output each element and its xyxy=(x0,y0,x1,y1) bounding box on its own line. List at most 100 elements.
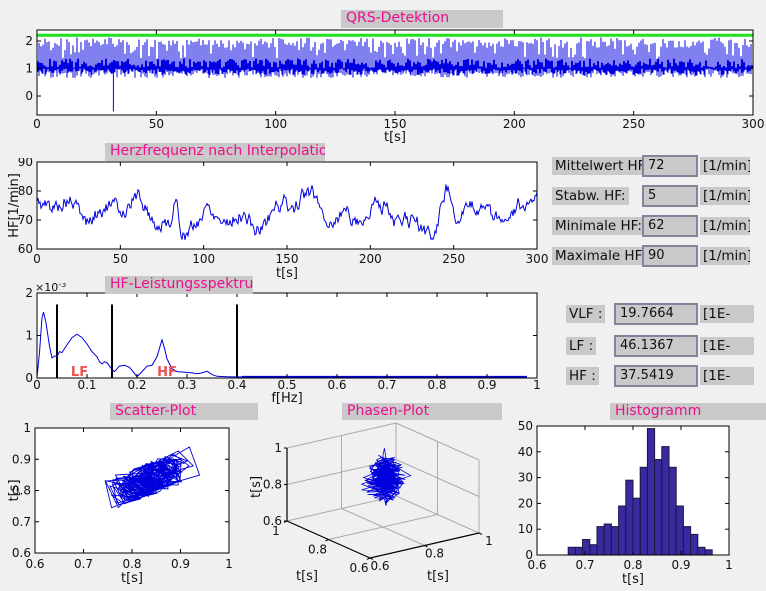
svg-text:150: 150 xyxy=(384,117,407,131)
vlf-power-unit: [1E- xyxy=(700,305,754,323)
svg-text:0.4: 0.4 xyxy=(227,378,246,392)
vlf-power-field[interactable]: 19.7664 xyxy=(614,303,698,325)
phase-plot-title: Phasen-Plot xyxy=(342,403,502,420)
svg-text:f[Hz]: f[Hz] xyxy=(271,391,302,405)
svg-text:0.6: 0.6 xyxy=(349,561,368,575)
svg-text:200: 200 xyxy=(503,117,526,131)
svg-text:0.6: 0.6 xyxy=(263,514,282,528)
svg-text:50: 50 xyxy=(149,117,164,131)
hr-max-label: Maximale HF: xyxy=(552,247,649,265)
svg-text:t[s]: t[s] xyxy=(8,479,22,501)
hr-mean-field[interactable]: 72 xyxy=(642,155,698,177)
hf-power-unit: [1E- xyxy=(700,367,754,385)
hr-std-label: Stabw. HF: xyxy=(552,187,629,205)
svg-text:LF: LF xyxy=(71,365,88,380)
svg-text:300: 300 xyxy=(742,117,765,131)
svg-text:100: 100 xyxy=(264,117,287,131)
hr-mean-unit: [1/min] xyxy=(700,157,750,175)
svg-text:1: 1 xyxy=(23,421,31,435)
svg-text:0.7: 0.7 xyxy=(74,557,93,571)
svg-text:2: 2 xyxy=(25,286,33,300)
svg-text:0.8: 0.8 xyxy=(12,484,31,498)
svg-text:1: 1 xyxy=(274,441,282,455)
lf-power-unit: [1E- xyxy=(700,337,754,355)
svg-text:0.7: 0.7 xyxy=(12,515,31,529)
svg-text:0: 0 xyxy=(33,252,41,266)
svg-text:0.8: 0.8 xyxy=(308,543,327,557)
svg-text:1: 1 xyxy=(25,62,33,76)
hr-std-unit: [1/min] xyxy=(700,187,750,205)
scatter-plot-canvas: 0.6 0.7 0.8 0.9 1 0.6 0.7 0.8 0.9 1 t[s] t[s] xyxy=(8,421,233,586)
svg-text:0.7: 0.7 xyxy=(575,558,594,572)
hr-mean-label: Mittelwert HF: xyxy=(552,157,652,175)
qrs-plot-title: QRS-Detektion xyxy=(341,10,503,28)
svg-text:0.9: 0.9 xyxy=(171,557,190,571)
svg-text:t[s]: t[s] xyxy=(384,130,406,145)
hr-min-unit: [1/min] xyxy=(700,217,750,235)
spectrum-plot-title: HF-Leistungsspektrum xyxy=(105,276,253,294)
svg-text:90: 90 xyxy=(18,158,33,169)
vlf-power-label: VLF : xyxy=(566,305,606,323)
svg-text:0.9: 0.9 xyxy=(477,378,496,392)
svg-text:250: 250 xyxy=(622,117,645,131)
svg-text:0.6: 0.6 xyxy=(527,558,546,572)
svg-text:0.1: 0.1 xyxy=(77,378,96,392)
svg-text:0: 0 xyxy=(525,548,533,562)
svg-text:0.5: 0.5 xyxy=(277,378,296,392)
svg-text:0.8: 0.8 xyxy=(425,547,444,561)
hf-power-label: HF : xyxy=(566,367,599,385)
svg-text:0.6: 0.6 xyxy=(25,557,44,571)
svg-text:0.7: 0.7 xyxy=(377,378,396,392)
svg-text:0.9: 0.9 xyxy=(671,558,690,572)
hr-max-unit: [1/min] xyxy=(700,247,750,265)
svg-text:1: 1 xyxy=(533,378,541,392)
qrs-plot-canvas: 0 50 100 150 200 250 300 0 1 2 t[s] xyxy=(25,29,765,145)
svg-text:0.6: 0.6 xyxy=(370,559,389,573)
svg-text:0.6: 0.6 xyxy=(12,546,31,560)
lf-power-label: LF : xyxy=(566,337,597,355)
svg-text:10: 10 xyxy=(518,522,533,536)
svg-text:×10-3: ×10-3 xyxy=(35,283,66,294)
svg-text:1: 1 xyxy=(225,557,233,571)
svg-text:0.2: 0.2 xyxy=(127,378,146,392)
svg-text:0: 0 xyxy=(25,371,33,385)
svg-text:30: 30 xyxy=(518,471,533,485)
svg-text:20: 20 xyxy=(518,496,533,510)
svg-text:250: 250 xyxy=(442,252,465,266)
svg-text:0.8: 0.8 xyxy=(122,557,141,571)
svg-text:HF: HF xyxy=(157,365,177,380)
svg-text:70: 70 xyxy=(18,213,33,227)
svg-text:200: 200 xyxy=(359,252,382,266)
svg-text:0.3: 0.3 xyxy=(177,378,196,392)
svg-text:100: 100 xyxy=(192,252,215,266)
hr-max-field[interactable]: 90 xyxy=(642,245,698,267)
phase-plot-canvas: 0.60.810.60.810.60.81t[s] t[s]t[s] xyxy=(250,422,493,584)
svg-text:0: 0 xyxy=(25,89,33,103)
spectrum-plot-canvas: LF HF 0 0.1 0.2 0.3 0.4 0.5 0.6 0.7 0.8 0.9 1 0 1 2 f[Hz… xyxy=(25,283,541,405)
hr-std-field[interactable]: 5 xyxy=(642,185,698,207)
svg-text:t[s]: t[s] xyxy=(427,569,449,584)
svg-text:1: 1 xyxy=(725,558,733,572)
lf-power-field[interactable]: 46.1367 xyxy=(614,335,698,357)
heart-rate-plot-title: Herzfrequenz nach Interpolation xyxy=(105,143,325,161)
scatter-plot-title: Scatter-Plot xyxy=(110,403,258,420)
hr-min-label: Minimale HF: xyxy=(552,217,645,235)
svg-text:300: 300 xyxy=(526,252,549,266)
svg-text:0: 0 xyxy=(33,117,41,131)
svg-text:1: 1 xyxy=(25,329,33,343)
svg-text:0.9: 0.9 xyxy=(12,452,31,466)
svg-text:1: 1 xyxy=(485,534,493,548)
svg-text:HF[1/min]: HF[1/min] xyxy=(8,173,22,238)
svg-text:50: 50 xyxy=(113,252,128,266)
svg-text:50: 50 xyxy=(518,420,533,433)
svg-text:t[s]: t[s] xyxy=(250,476,264,498)
svg-text:0.6: 0.6 xyxy=(327,378,346,392)
svg-text:t[s]: t[s] xyxy=(121,571,143,586)
svg-text:0.8: 0.8 xyxy=(623,558,642,572)
hf-power-field[interactable]: 37.5419 xyxy=(614,365,698,387)
svg-text:1: 1 xyxy=(272,524,280,538)
histogram-plot-title: Histogramm xyxy=(610,403,766,420)
hr-min-field[interactable]: 62 xyxy=(642,215,698,237)
